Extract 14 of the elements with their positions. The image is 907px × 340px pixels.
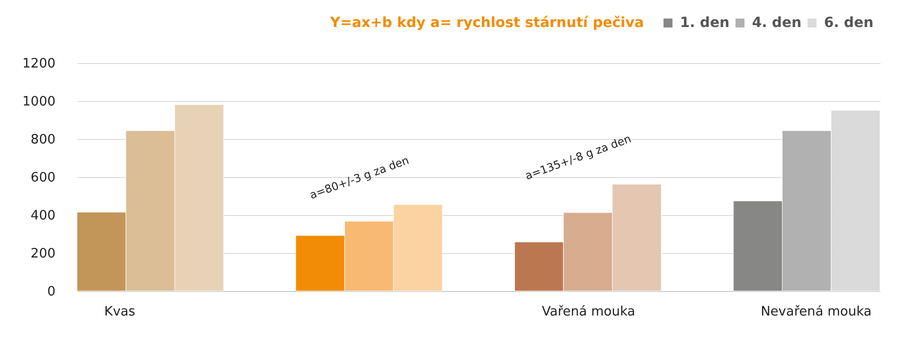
y-tick-label: 200 — [30, 246, 56, 262]
x-tick-label: Kvas — [104, 304, 136, 320]
chart-title: Y=ax+b kdy a= rychlost stárnutí pečiva — [329, 15, 644, 31]
y-tick-label: 600 — [30, 170, 56, 186]
legend-label: 4. den — [752, 15, 802, 31]
y-tick-label: 400 — [30, 208, 56, 224]
y-tick-label: 1200 — [22, 56, 56, 72]
legend-label: 1. den — [680, 15, 730, 31]
x-tick-label: Nevařená mouka — [760, 304, 872, 320]
y-tick-label: 0 — [47, 284, 56, 300]
x-tick-label: Vařená mouka — [542, 304, 636, 320]
y-tick-label: 1000 — [22, 94, 56, 110]
y-tick-label: 800 — [30, 132, 56, 148]
legend-label: 6. den — [824, 15, 874, 31]
